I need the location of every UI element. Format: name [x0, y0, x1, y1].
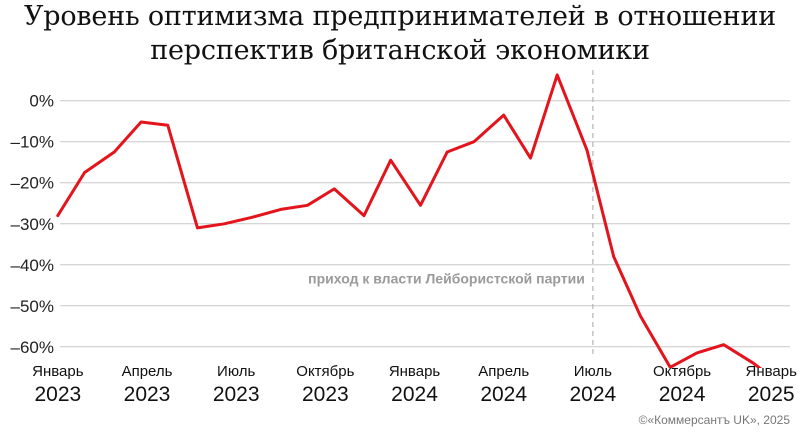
event-annotation: приход к власти Лейбористской партии	[308, 270, 585, 286]
x-tick-year-label: 2024	[480, 383, 527, 406]
x-axis-tick-labels: Январь 2023 Апрель 2023 Июль 2023 Октябрь 2023 Я…	[32, 363, 797, 406]
x-tick-year-label: 2025	[748, 383, 795, 406]
series-layer	[56, 73, 763, 368]
x-tick-month-label: Июль	[217, 363, 255, 380]
y-tick-label: –40%	[11, 256, 54, 275]
x-tick-month-label: Январь	[389, 363, 441, 380]
series-line	[56, 73, 763, 368]
x-tick-year-label: 2024	[391, 383, 438, 406]
x-tick-month-label: Январь	[32, 363, 84, 380]
x-tick-month-label: Январь	[746, 363, 798, 380]
x-tick-month-label: Апрель	[478, 363, 529, 380]
x-tick-month-label: Июль	[574, 363, 612, 380]
x-tick-year-label: 2023	[34, 383, 81, 406]
x-tick-month-label: Октябрь	[653, 363, 711, 380]
event-marker: приход к власти Лейбористской партии	[308, 70, 594, 355]
y-tick-label: –30%	[11, 215, 54, 234]
y-axis-tick-labels: 0% –10% –20% –30% –40% –50% –60%	[11, 92, 54, 357]
chart-title-line-2: перспектив британской экономики	[150, 35, 650, 66]
y-tick-label: 0%	[29, 92, 54, 111]
x-tick-year-label: 2023	[124, 383, 171, 406]
y-tick-label: –50%	[11, 297, 54, 316]
chart-title-line-1: Уровень оптимизма предпринимателей в отн…	[23, 1, 777, 32]
y-tick-label: –10%	[11, 133, 54, 152]
x-tick-year-label: 2024	[570, 383, 617, 406]
x-tick-year-label: 2023	[302, 383, 349, 406]
credit-text: ©«Коммерсантъ UK», 2025	[639, 413, 791, 427]
x-tick-month-label: Апрель	[122, 363, 173, 380]
chart-title: Уровень оптимизма предпринимателей в отн…	[0, 0, 800, 68]
x-tick-year-label: 2023	[213, 383, 260, 406]
x-tick-month-label: Октябрь	[296, 363, 354, 380]
y-tick-label: –20%	[11, 174, 54, 193]
x-tick-year-label: 2024	[659, 383, 706, 406]
gridlines	[60, 100, 790, 348]
y-tick-label: –60%	[11, 338, 54, 357]
